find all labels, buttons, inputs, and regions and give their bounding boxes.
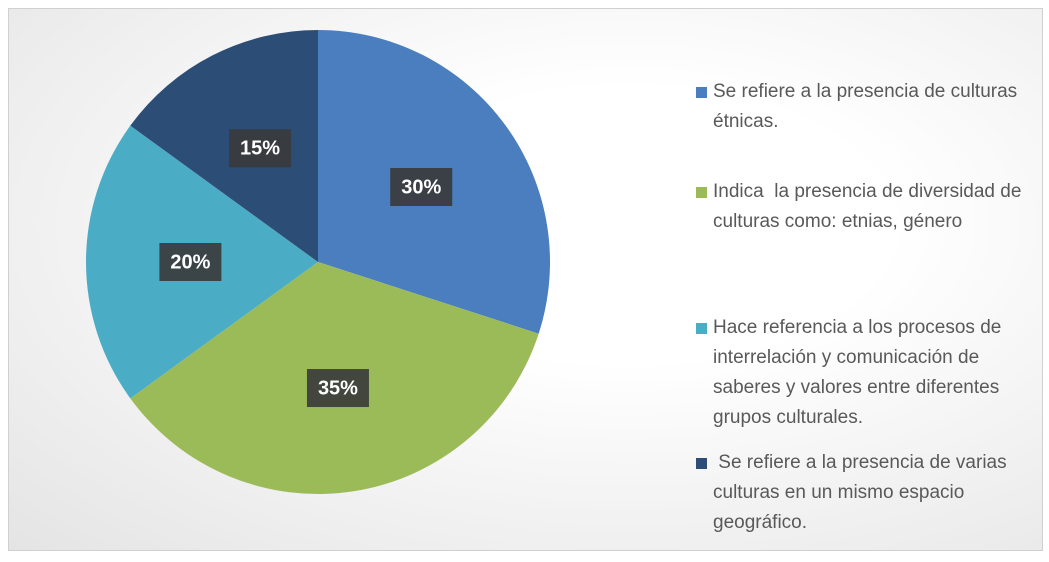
data-label: 30% [401, 176, 441, 198]
data-label: 15% [240, 138, 280, 160]
pie-slice [130, 30, 318, 262]
legend-swatch [696, 87, 707, 98]
legend-label: Se refiere a la presencia de varias cult… [713, 452, 1012, 533]
data-label: 35% [318, 377, 358, 399]
legend-entry: Se refiere a la presencia de varias cult… [696, 448, 1036, 538]
data-label-box [390, 167, 453, 206]
legend-label: Indica la presencia de diversidad de cul… [713, 181, 1027, 232]
data-label: 20% [170, 251, 210, 273]
legend-swatch [696, 323, 707, 334]
legend-label: Se refiere a la presencia de culturas ét… [713, 81, 1023, 132]
data-label-box [159, 243, 222, 281]
legend-label: Hace referencia a los procesos de interr… [713, 317, 1007, 428]
legend-entry: Indica la presencia de diversidad de cul… [696, 177, 1036, 237]
legend-entry: Se refiere a la presencia de culturas ét… [696, 77, 1036, 137]
legend-swatch [696, 458, 707, 469]
legend-entry: Hace referencia a los procesos de interr… [696, 313, 1036, 433]
data-label-box [306, 369, 369, 408]
legend-swatch [696, 187, 707, 198]
data-label-box [229, 129, 292, 168]
